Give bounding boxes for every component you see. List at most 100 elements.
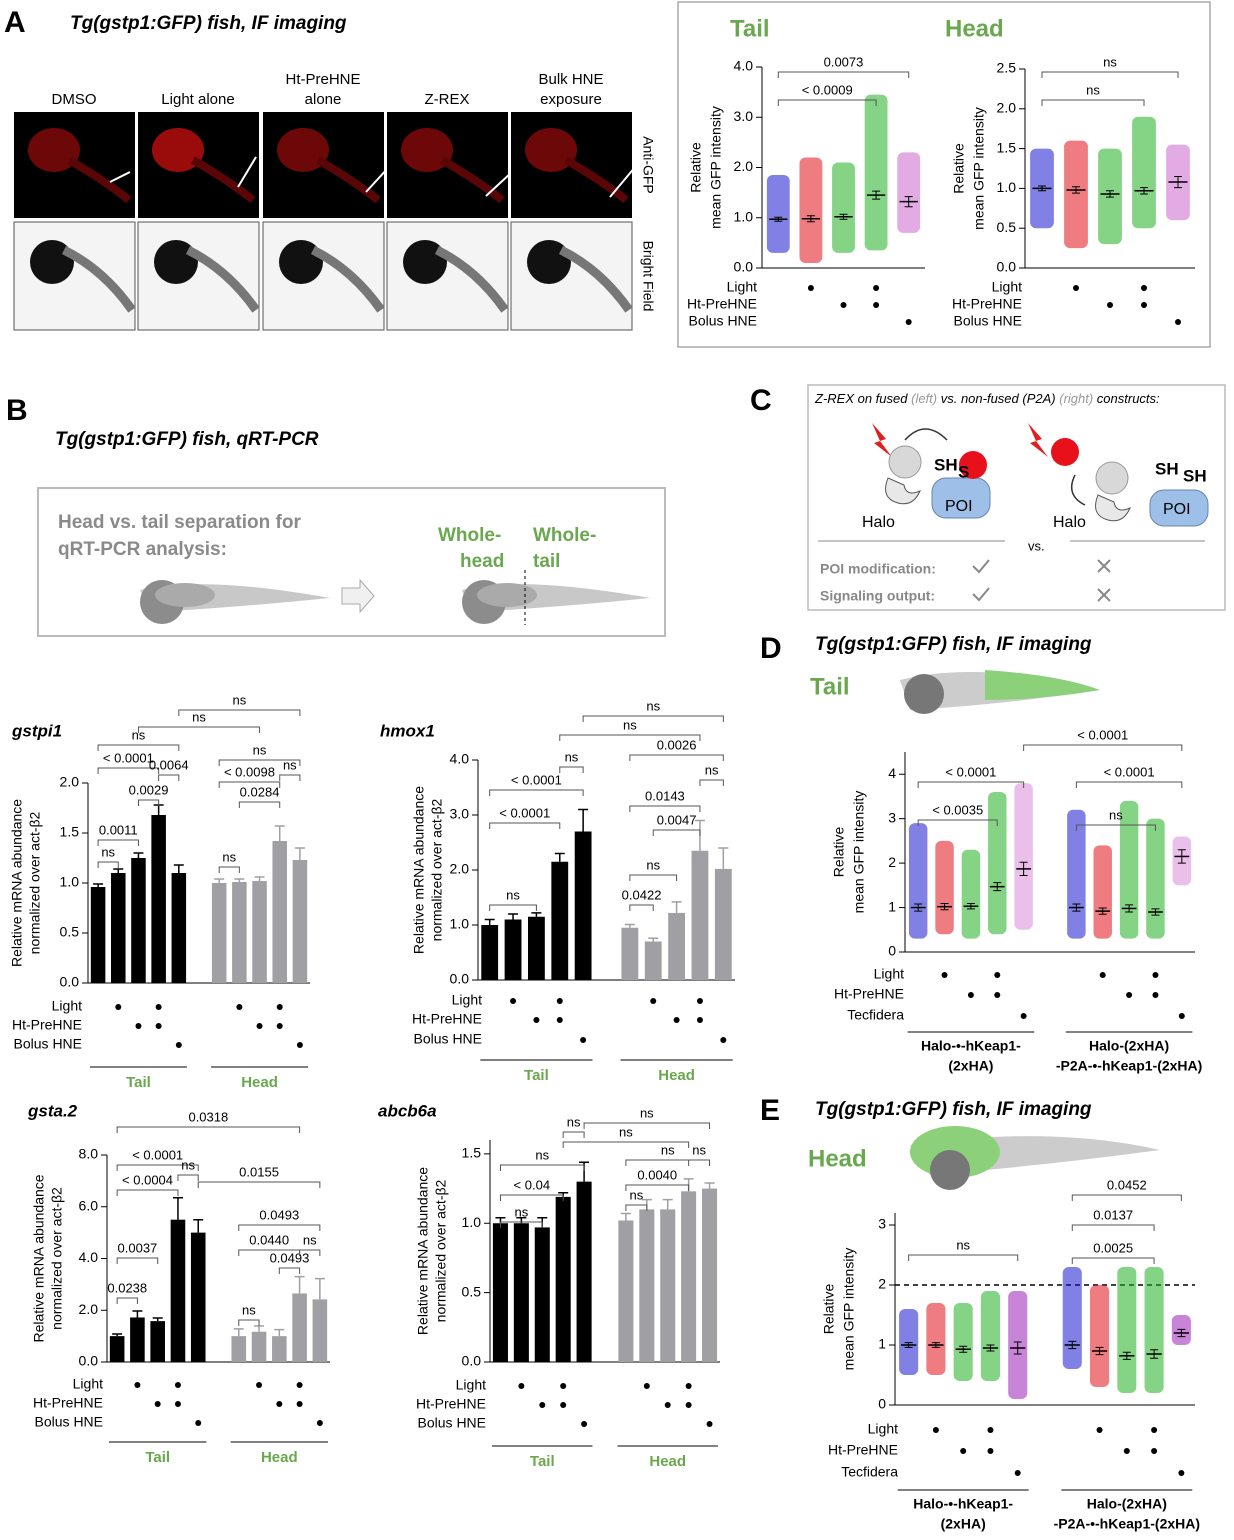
fish-icon: [900, 670, 1100, 714]
fish-signal: [152, 128, 204, 172]
condition-dot: [987, 1448, 994, 1454]
significance-label: ns: [181, 1157, 195, 1172]
condition-dot: [256, 1382, 263, 1388]
point-spread: [864, 94, 888, 251]
significance-label: ns: [222, 849, 236, 864]
condition-dot: [1152, 992, 1159, 998]
condition-dot: [296, 1401, 303, 1407]
significance-bracket: [177, 1174, 199, 1181]
significance-label: < 0.04: [514, 1177, 551, 1192]
point-spread: [899, 1309, 919, 1375]
significance-label: < 0.0001: [499, 805, 550, 820]
significance-bracket: [238, 1319, 260, 1326]
bar: [111, 873, 126, 983]
condition-dot: [987, 1427, 994, 1433]
y-axis-label: Relative mRNA abundance: [31, 1174, 47, 1342]
bar: [190, 1232, 206, 1362]
condition-dot: [664, 1402, 671, 1408]
point-spread: [1132, 116, 1156, 229]
fish-icon: [910, 1126, 1160, 1190]
group-label: Tail: [524, 1067, 549, 1084]
bar: [251, 1331, 267, 1362]
error-bar: [172, 1196, 183, 1220]
y-tick-label: 6.0: [79, 1197, 99, 1213]
bar: [681, 1191, 697, 1362]
significance-bracket: [652, 829, 701, 836]
significance-label: 0.0025: [1093, 1240, 1133, 1255]
panel-title: Tg(gstp1:GFP) fish, IF imaging: [70, 13, 347, 34]
condition-dot: [696, 1017, 703, 1023]
error-bar: [173, 864, 184, 873]
significance-label: ns: [646, 698, 660, 713]
condition-label: Ht-PreHNE: [834, 986, 904, 1002]
group-label: -P2A-•-hKeap1-(2xHA): [1054, 1516, 1200, 1532]
significance-label: ns: [646, 857, 660, 872]
panel-title: Tg(gstp1:GFP) fish, qRT-PCR: [55, 429, 319, 450]
brightfield-image: [262, 221, 385, 331]
bar: [492, 1223, 508, 1362]
row-label: Signaling output:: [820, 588, 935, 604]
bar: [574, 831, 592, 980]
column-label: Z-REX: [425, 91, 470, 108]
significance-bracket: [278, 1267, 301, 1274]
caption-part: vs. non-fused (P2A): [937, 391, 1059, 406]
fish-signal: [525, 128, 577, 172]
sh-label: SH: [1155, 459, 1179, 478]
group-label: Halo-•-hKeap1-: [921, 1038, 1021, 1054]
significance-label: ns: [567, 1114, 581, 1129]
significance-bracket: [1071, 1194, 1182, 1201]
y-tick-label: 4.0: [734, 58, 754, 74]
vs-label: vs.: [1028, 538, 1045, 553]
point-spread: [897, 152, 921, 233]
halo-label: Halo: [862, 514, 895, 531]
error-bar: [314, 1277, 325, 1300]
significance-bracket: [137, 799, 160, 806]
significance-bracket: [625, 1184, 690, 1191]
y-tick-label: 1: [878, 1336, 886, 1352]
fish-body: [558, 245, 633, 313]
point-spread: [799, 157, 823, 263]
significance-bracket: [197, 1181, 321, 1188]
condition-dot: [560, 1402, 567, 1408]
significance-label: < 0.0009: [802, 82, 853, 97]
y-axis-label: normalized over act-β2: [429, 798, 445, 941]
y-tick-label: 2.0: [79, 1301, 99, 1317]
y-tick-label: 4.0: [79, 1249, 99, 1265]
significance-bracket: [559, 766, 584, 773]
error-bar: [986, 1344, 995, 1352]
significance-bracket: [1023, 744, 1183, 751]
error-bar: [484, 918, 495, 925]
bar: [130, 1317, 145, 1362]
point-spread: [1067, 809, 1086, 939]
point-spread: [1146, 818, 1165, 939]
arrow: [609, 165, 637, 198]
significance-bracket: [97, 839, 139, 846]
point-spread: [953, 1303, 973, 1381]
group-label: Head: [649, 1453, 686, 1470]
brightfield-image: [13, 221, 136, 331]
significance-label: 0.0026: [657, 737, 697, 752]
significance-label: ns: [565, 749, 579, 764]
fish-body: [310, 245, 385, 313]
error-bar: [1125, 904, 1134, 913]
bar: [109, 1336, 125, 1362]
significance-label: ns: [242, 1302, 256, 1317]
condition-label: Ht-PreHNE: [12, 1017, 82, 1033]
significance-bracket: [625, 1159, 711, 1166]
caption-part: (left): [911, 391, 937, 406]
condition-dot: [1126, 992, 1133, 998]
diagram-caption: Z-REX on fused (left) vs. non-fused (P2A…: [814, 391, 1160, 406]
brightfield-image: [386, 221, 509, 331]
significance-bracket: [97, 744, 180, 751]
y-tick-label: 0.0: [450, 971, 470, 987]
significance-label: 0.0047: [657, 812, 697, 827]
y-tick-label: 4: [888, 765, 896, 781]
point-spread: [908, 823, 928, 939]
y-tick-label: 3.0: [450, 806, 470, 822]
condition-dot: [960, 1448, 967, 1454]
column-label: alone: [305, 91, 342, 108]
condition-dot: [807, 285, 814, 291]
box-heading: qRT-PCR analysis:: [58, 539, 227, 560]
fish-signal: [564, 156, 629, 204]
